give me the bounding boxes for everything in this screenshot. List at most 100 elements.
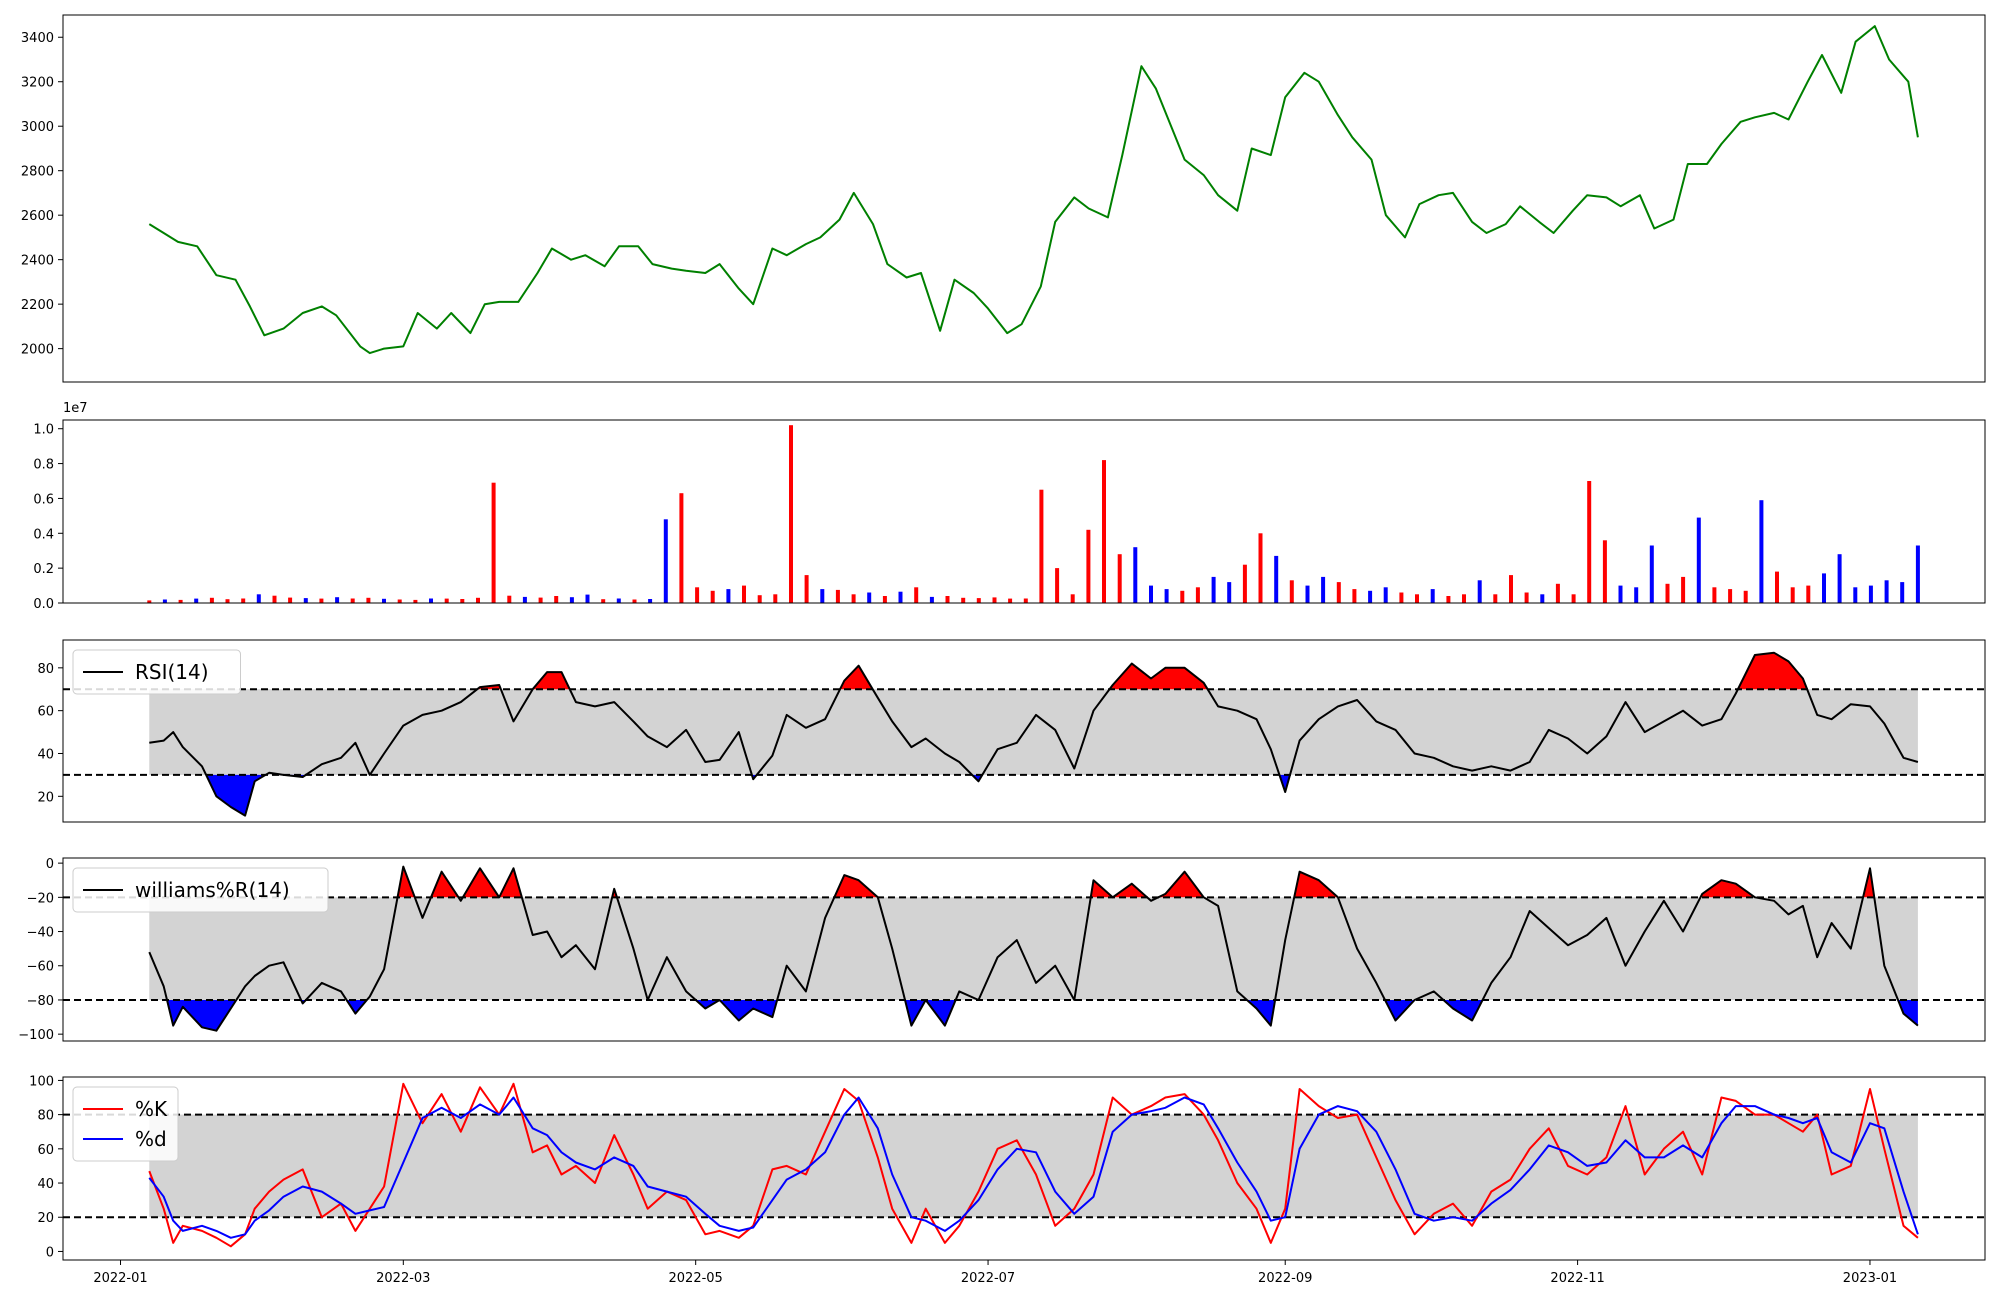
neutral-band xyxy=(149,689,1918,775)
volume-bar xyxy=(256,594,261,603)
rsi-panel: 20 40 60 80 RSI(14) xyxy=(37,639,1986,823)
volume-bar xyxy=(663,519,668,603)
y-tick-label: 40 xyxy=(37,747,54,762)
y-tick-label: 40 xyxy=(37,1177,54,1192)
legend-box xyxy=(72,867,329,913)
volume-bar xyxy=(272,595,277,603)
volume-exponent-label: 1e7 xyxy=(63,401,88,416)
volume-bar xyxy=(1383,587,1388,603)
volume-bar xyxy=(1822,573,1826,603)
rsi-line xyxy=(149,651,1919,817)
y-tick-label: −100 xyxy=(18,1028,54,1043)
overbought-fill xyxy=(499,868,522,898)
stochastic-panel: 0 20 40 60 80 100 %K %d 2022-01 2022-03 2022-05 202… xyxy=(29,1074,1986,1286)
volume-bar xyxy=(1008,598,1013,603)
volume-bar xyxy=(1477,580,1482,603)
volume-bar xyxy=(241,598,246,603)
volume-bar xyxy=(1806,585,1811,603)
volume-bar xyxy=(710,590,715,603)
x-tick-label: 2022-11 xyxy=(1550,1271,1604,1286)
volume-bar xyxy=(992,597,997,603)
y-tick-label: 60 xyxy=(37,1143,54,1158)
overbought-fill xyxy=(1700,880,1755,898)
volume-bar xyxy=(429,598,433,603)
volume-bar xyxy=(1665,583,1670,603)
volume-bar xyxy=(1352,589,1357,603)
volume-bar xyxy=(178,599,183,603)
price-panel: 2000 2200 2400 2600 2800 3000 3200 3400 xyxy=(21,14,1986,383)
y-tick-label: 3200 xyxy=(21,76,54,91)
volume-bar xyxy=(835,589,840,603)
volume-bar xyxy=(898,591,903,603)
y-tick-label: 2200 xyxy=(21,298,54,313)
y-tick-label: 100 xyxy=(29,1074,54,1089)
volume-bar xyxy=(1164,589,1169,603)
volume-bar xyxy=(1415,594,1419,603)
legend-label: williams%R(14) xyxy=(135,878,290,902)
y-tick-label: 20 xyxy=(37,1211,54,1226)
y-tick-label: 0.2 xyxy=(33,562,54,577)
y-tick-label: 2600 xyxy=(21,209,54,224)
x-tick-label: 2022-03 xyxy=(376,1271,430,1286)
neutral-band xyxy=(149,1114,1918,1218)
oversold-fill xyxy=(206,774,266,816)
panel-frame xyxy=(62,419,1986,604)
volume-bar xyxy=(1696,517,1701,603)
overbought-fill xyxy=(840,665,873,690)
volume-bar xyxy=(147,600,152,603)
volume-bar xyxy=(382,598,386,603)
panel-frame xyxy=(62,857,1986,1042)
overbought-fill xyxy=(1112,883,1148,898)
y-tick-label: −20 xyxy=(27,891,54,906)
volume-bar xyxy=(1399,592,1404,603)
volume-bar xyxy=(366,597,371,603)
y-tick-label: 80 xyxy=(37,662,54,677)
overbought-fill xyxy=(431,871,459,898)
volume-bar xyxy=(976,598,981,603)
volume-bar xyxy=(1540,594,1545,603)
y-tick-label: 2000 xyxy=(21,343,54,358)
volume-bar xyxy=(1321,576,1326,603)
volume-bar xyxy=(757,595,762,603)
volume-bar xyxy=(695,587,700,603)
volume-bar xyxy=(225,599,230,603)
volume-panel: 0.0 0.2 0.4 0.6 0.8 1.0 1e7 xyxy=(33,401,1986,612)
y-tick-label: −80 xyxy=(27,994,54,1009)
oversold-fill xyxy=(346,1000,367,1014)
volume-bar xyxy=(1133,547,1138,603)
oversold-fill xyxy=(1898,1000,1918,1026)
volume-bar xyxy=(1743,590,1748,603)
volume-bar xyxy=(1258,533,1263,603)
oversold-fill xyxy=(925,1000,956,1026)
y-tick-label: −60 xyxy=(27,960,54,975)
x-tick-label: 2022-05 xyxy=(669,1271,723,1286)
x-tick-label: 2022-07 xyxy=(961,1271,1015,1286)
volume-bar xyxy=(1571,594,1576,603)
volume-bar xyxy=(194,598,199,603)
volume-bar xyxy=(1524,592,1529,603)
overbought-fill xyxy=(1737,652,1808,690)
volume-bar xyxy=(1055,568,1060,603)
x-tick-label: 2022-01 xyxy=(93,1271,147,1286)
y-tick-label: 3000 xyxy=(21,120,54,135)
volume-bar xyxy=(867,592,872,603)
y-tick-label: 0.0 xyxy=(33,597,54,612)
volume-bar xyxy=(1086,529,1091,603)
oversold-fill xyxy=(1279,774,1290,792)
overbought-fill xyxy=(462,868,500,898)
volume-bar xyxy=(1493,594,1498,603)
overbought-fill xyxy=(532,672,570,690)
volume-bar xyxy=(601,599,606,603)
overbought-fill xyxy=(834,875,878,898)
y-tick-label: 80 xyxy=(37,1109,54,1124)
volume-bar xyxy=(616,598,621,603)
volume-bar xyxy=(335,597,340,603)
y-tick-label: 0.8 xyxy=(33,458,54,473)
volume-bar xyxy=(554,596,559,603)
volume-bar xyxy=(1759,500,1764,603)
legend-box xyxy=(72,649,241,695)
volume-bar xyxy=(1336,582,1341,603)
volume-bar xyxy=(929,596,934,603)
volume-bar xyxy=(1853,587,1858,603)
